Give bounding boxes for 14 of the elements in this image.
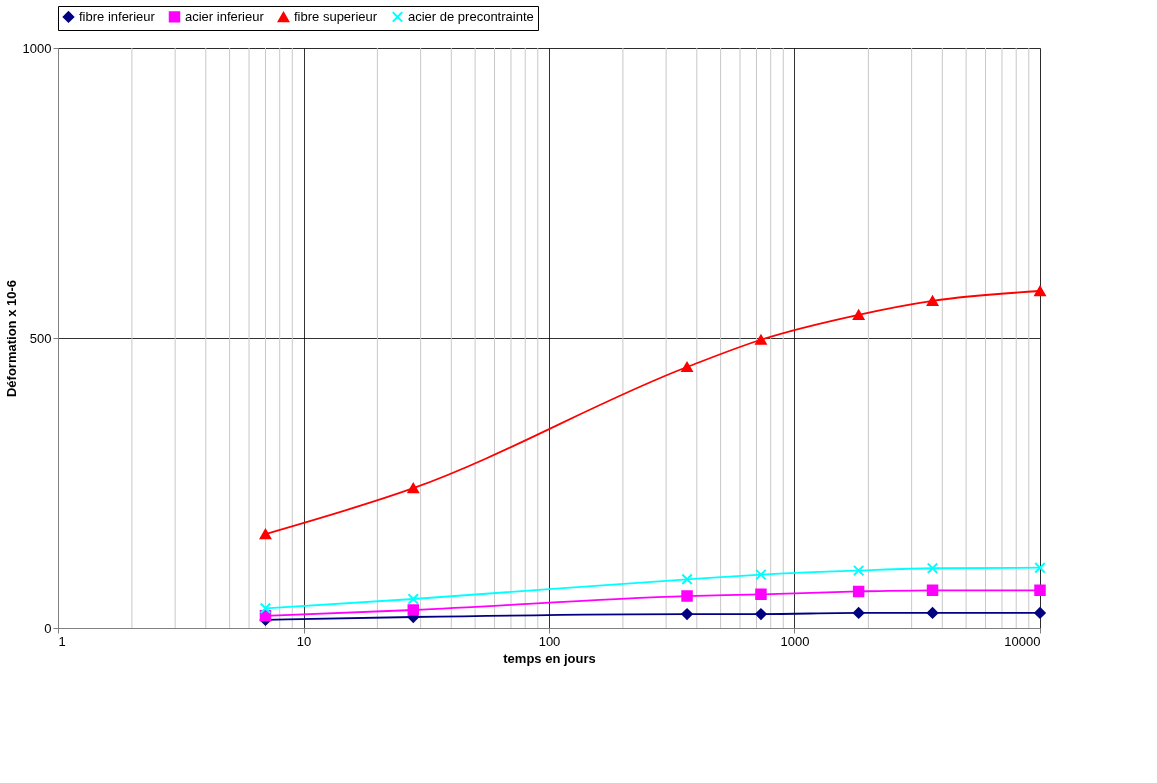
x-axis-title: temps en jours [503,650,596,666]
x-tick-label: 1 [58,633,66,649]
y-axis-title: Déformation x 10-6 [3,279,19,398]
x-tick-label: 10 [296,633,312,649]
y-tick-label: 1000 [22,40,52,56]
x-tick-label: 1000 [780,633,810,649]
legend-label: fibre superieur [294,9,378,25]
legend-label: fibre inferieur [79,8,156,24]
y-tick-label: 500 [29,330,52,346]
y-tick-label: 0 [44,620,52,636]
legend-label: acier inferieur [185,8,265,24]
x-tick-label: 100 [538,633,561,649]
legend-label: acier de precontrainte [408,8,534,24]
x-tick-label: 10000 [1004,633,1041,649]
